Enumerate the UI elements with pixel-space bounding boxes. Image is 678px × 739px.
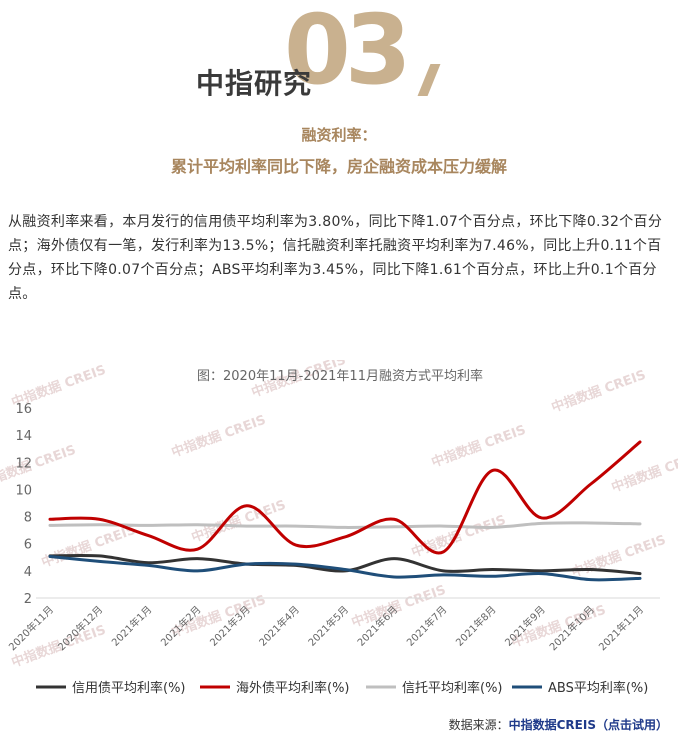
source-note[interactable]: （点击试用） <box>595 718 668 732</box>
watermark-text: 中指数据 CREIS <box>569 532 668 581</box>
watermark-text: 中指数据 CREIS <box>169 412 268 461</box>
section-number: 03 <box>284 0 412 106</box>
x-tick-label: 2021年4月 <box>256 603 302 649</box>
series-line <box>48 521 642 530</box>
series-line <box>48 554 642 582</box>
line-chart: 中指数据 CREIS 中指数据 CREIS 中指数据 CREIS 中指数据 CREIS… <box>0 360 678 696</box>
watermark-text: 中指数据 CREIS <box>409 512 508 561</box>
x-tick-label: 2021年8月 <box>453 603 499 649</box>
source-label: 数据来源： <box>448 718 509 732</box>
section-title: 融资利率： <box>301 126 377 144</box>
y-tick-label: 12 <box>15 456 32 471</box>
legend-label: ABS平均利率(%) <box>548 680 648 696</box>
source-link[interactable]: 中指数据CREIS <box>508 718 596 732</box>
watermark-text: 中指数据 CREIS <box>189 497 288 546</box>
watermark-text: 中指数据 CREIS <box>609 447 678 496</box>
legend-label: 信托平均利率(%) <box>402 680 503 696</box>
section-header: 03 中指研究 融资利率： 累计平均利率同比下降，房企融资成本压力缓解 <box>0 0 678 190</box>
y-tick-label: 6 <box>24 538 32 553</box>
x-tick-label: 2021年1月 <box>109 603 155 649</box>
legend-label: 信用债平均利率(%) <box>72 680 186 696</box>
y-tick-label: 2 <box>24 592 32 607</box>
brand-title: 中指研究 <box>196 67 313 100</box>
watermark-text: 中指数据 CREIS <box>429 422 528 471</box>
x-tick-label: 2021年5月 <box>305 603 351 649</box>
chart-title: 图：2020年11月-2021年11月融资方式平均利率 <box>197 368 483 384</box>
series-lines <box>48 440 642 582</box>
y-tick-label: 14 <box>15 429 32 444</box>
y-tick-label: 8 <box>24 511 32 526</box>
section-subtitle: 累计平均利率同比下降，房企融资成本压力缓解 <box>170 157 507 176</box>
watermark-text: 中指数据 CREIS <box>549 367 648 416</box>
y-axis: 2 4 6 8 10 12 14 16 <box>15 402 32 607</box>
summary-paragraph: 从融资利率来看，本月发行的信用债平均利率为3.80%，同比下降1.07个百分点，… <box>8 214 663 302</box>
slash-decoration <box>417 64 441 96</box>
watermark-text: 中指数据 CREIS <box>0 442 78 491</box>
data-source: 数据来源：中指数据CREIS（点击试用） <box>449 716 668 733</box>
y-tick-label: 4 <box>24 565 32 580</box>
series-line <box>48 440 642 555</box>
y-tick-label: 16 <box>15 402 32 417</box>
legend-label: 海外债平均利率(%) <box>236 680 350 696</box>
legend: 信用债平均利率(%) 海外债平均利率(%) 信托平均利率(%) ABS平均利率(%) <box>36 680 648 696</box>
y-tick-label: 10 <box>15 483 32 498</box>
